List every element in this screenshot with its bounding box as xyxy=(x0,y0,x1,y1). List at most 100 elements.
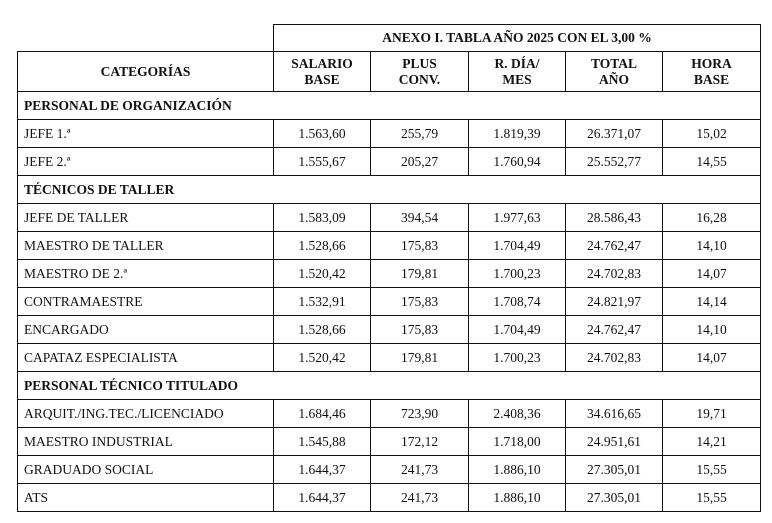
salario-base-cell: 1.520,42 xyxy=(273,343,371,372)
header-line: AÑO xyxy=(599,71,629,87)
category-cell: GRADUADO SOCIAL xyxy=(17,455,274,484)
category-cell: MAESTRO DE TALLER xyxy=(17,231,274,260)
salario-base-cell: 1.555,67 xyxy=(273,147,371,176)
header-line: CONV. xyxy=(398,71,441,87)
salario-base-cell: 1.528,66 xyxy=(273,315,371,344)
table-row: ATS 1.644,37 241,73 1.886,10 27.305,01 15,55 xyxy=(17,483,761,512)
header-line: PLUS xyxy=(402,55,437,71)
table-title: ANEXO I. TABLA AÑO 2025 CON EL 3,00 % xyxy=(273,24,761,52)
total-ano-cell: 27.305,01 xyxy=(565,483,663,512)
salario-base-cell: 1.532,91 xyxy=(273,287,371,316)
category-cell: ENCARGADO xyxy=(17,315,274,344)
salario-base-cell: 1.563,60 xyxy=(273,119,371,148)
header-plus-conv: PLUS CONV. xyxy=(370,51,469,92)
hora-base-cell: 14,07 xyxy=(662,343,761,372)
r-dia-mes-cell: 1.886,10 xyxy=(468,455,566,484)
table-row: CONTRAMAESTRE 1.532,91 175,83 1.708,74 24.82… xyxy=(17,287,761,316)
plus-conv-cell: 179,81 xyxy=(370,259,469,288)
salary-table: ANEXO I. TABLA AÑO 2025 CON EL 3,00 % CA… xyxy=(17,24,761,512)
blank-corner xyxy=(17,24,274,52)
total-ano-cell: 24.702,83 xyxy=(565,343,663,372)
header-line: SALARIO xyxy=(291,55,353,71)
table-row: MAESTRO INDUSTRIAL 1.545,88 172,12 1.718,00… xyxy=(17,427,761,456)
header-line: HORA xyxy=(691,55,732,71)
plus-conv-cell: 172,12 xyxy=(370,427,469,456)
category-cell: ATS xyxy=(17,483,274,512)
hora-base-cell: 14,10 xyxy=(662,231,761,260)
hora-base-cell: 16,28 xyxy=(662,203,761,232)
category-cell: MAESTRO DE 2.ª xyxy=(17,259,274,288)
total-ano-cell: 24.821,97 xyxy=(565,287,663,316)
header-line: MES xyxy=(502,71,532,87)
table-row: JEFE 2.ª 1.555,67 205,27 1.760,94 25.552,77 1… xyxy=(17,147,761,176)
hora-base-cell: 14,07 xyxy=(662,259,761,288)
salario-base-cell: 1.528,66 xyxy=(273,231,371,260)
hora-base-cell: 15,02 xyxy=(662,119,761,148)
category-cell: JEFE DE TALLER xyxy=(17,203,274,232)
total-ano-cell: 27.305,01 xyxy=(565,455,663,484)
header-line: BASE xyxy=(304,71,340,87)
section-row: PERSONAL DE ORGANIZACIÓN xyxy=(17,91,761,120)
r-dia-mes-cell: 2.408,36 xyxy=(468,399,566,428)
table-row: ENCARGADO 1.528,66 175,83 1.704,49 24.762,47… xyxy=(17,315,761,344)
header-line: TOTAL xyxy=(590,55,638,71)
section-title: TÉCNICOS DE TALLER xyxy=(17,175,761,204)
category-cell: ARQUIT./ING.TEC./LICENCIADO xyxy=(17,399,274,428)
hora-base-cell: 15,55 xyxy=(662,483,761,512)
plus-conv-cell: 175,83 xyxy=(370,315,469,344)
plus-conv-cell: 175,83 xyxy=(370,287,469,316)
plus-conv-cell: 394,54 xyxy=(370,203,469,232)
header-r-dia-mes: R. DÍA/MES xyxy=(468,51,566,92)
salario-base-cell: 1.684,46 xyxy=(273,399,371,428)
header-categorias: CATEGORÍAS xyxy=(17,51,274,92)
header-row: CATEGORÍAS SALARIO BASE PLUS CONV. R. DÍA/… xyxy=(17,51,761,92)
total-ano-cell: 28.586,43 xyxy=(565,203,663,232)
header-line: BASE xyxy=(693,71,730,87)
hora-base-cell: 19,71 xyxy=(662,399,761,428)
salario-base-cell: 1.520,42 xyxy=(273,259,371,288)
section-title: PERSONAL DE ORGANIZACIÓN xyxy=(17,91,761,120)
plus-conv-cell: 175,83 xyxy=(370,231,469,260)
r-dia-mes-cell: 1.819,39 xyxy=(468,119,566,148)
total-ano-cell: 24.702,83 xyxy=(565,259,663,288)
table-row: GRADUADO SOCIAL 1.644,37 241,73 1.886,10 27.… xyxy=(17,455,761,484)
section-title: PERSONAL TÉCNICO TITULADO xyxy=(17,371,761,400)
total-ano-cell: 34.616,65 xyxy=(565,399,663,428)
table-row: MAESTRO DE TALLER 1.528,66 175,83 1.704,49 2… xyxy=(17,231,761,260)
r-dia-mes-cell: 1.704,49 xyxy=(468,315,566,344)
header-salario-base: SALARIO BASE xyxy=(273,51,371,92)
plus-conv-cell: 241,73 xyxy=(370,483,469,512)
salario-base-cell: 1.644,37 xyxy=(273,455,371,484)
r-dia-mes-cell: 1.977,63 xyxy=(468,203,566,232)
header-hora-base: HORA BASE xyxy=(662,51,761,92)
category-cell: JEFE 1.ª xyxy=(17,119,274,148)
hora-base-cell: 15,55 xyxy=(662,455,761,484)
table-row: JEFE DE TALLER 1.583,09 394,54 1.977,63 28.5… xyxy=(17,203,761,232)
header-line: R. DÍA/ xyxy=(494,55,540,71)
total-ano-cell: 25.552,77 xyxy=(565,147,663,176)
section-row: TÉCNICOS DE TALLER xyxy=(17,175,761,204)
plus-conv-cell: 179,81 xyxy=(370,343,469,372)
r-dia-mes-cell: 1.718,00 xyxy=(468,427,566,456)
header-total-ano: TOTAL AÑO xyxy=(565,51,663,92)
table-row: JEFE 1.ª 1.563,60 255,79 1.819,39 26.371,07 1… xyxy=(17,119,761,148)
salario-base-cell: 1.545,88 xyxy=(273,427,371,456)
r-dia-mes-cell: 1.886,10 xyxy=(468,483,566,512)
plus-conv-cell: 205,27 xyxy=(370,147,469,176)
section-row: PERSONAL TÉCNICO TITULADO xyxy=(17,371,761,400)
total-ano-cell: 24.762,47 xyxy=(565,231,663,260)
category-cell: MAESTRO INDUSTRIAL xyxy=(17,427,274,456)
hora-base-cell: 14,55 xyxy=(662,147,761,176)
r-dia-mes-cell: 1.704,49 xyxy=(468,231,566,260)
category-cell: CONTRAMAESTRE xyxy=(17,287,274,316)
total-ano-cell: 26.371,07 xyxy=(565,119,663,148)
table-row: MAESTRO DE 2.ª 1.520,42 179,81 1.700,23 24.7… xyxy=(17,259,761,288)
r-dia-mes-cell: 1.760,94 xyxy=(468,147,566,176)
hora-base-cell: 14,10 xyxy=(662,315,761,344)
table-row: ARQUIT./ING.TEC./LICENCIADO 1.684,46 723,9… xyxy=(17,399,761,428)
r-dia-mes-cell: 1.700,23 xyxy=(468,259,566,288)
total-ano-cell: 24.762,47 xyxy=(565,315,663,344)
plus-conv-cell: 241,73 xyxy=(370,455,469,484)
plus-conv-cell: 255,79 xyxy=(370,119,469,148)
r-dia-mes-cell: 1.700,23 xyxy=(468,343,566,372)
